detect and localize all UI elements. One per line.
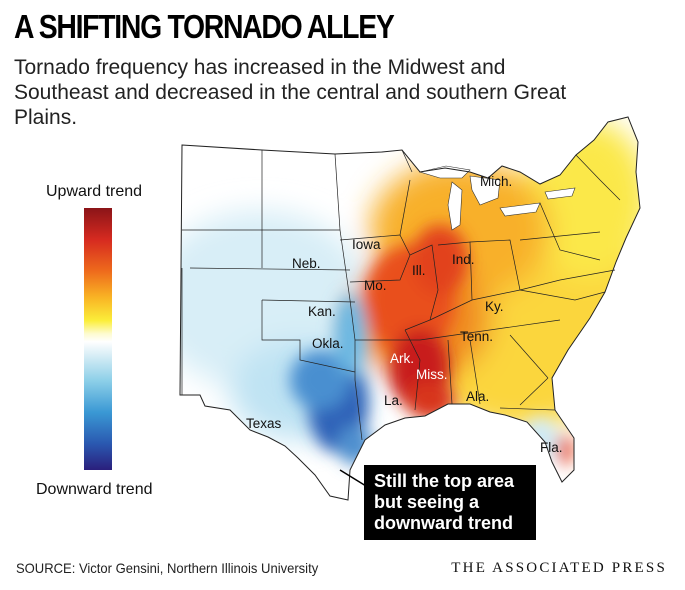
trend-field: [180, 117, 640, 500]
subhead: Tornado frequency has increased in the M…: [14, 56, 567, 129]
great-lakes: [418, 165, 576, 231]
label-miss: Miss.: [416, 367, 448, 382]
source-note: SOURCE: Victor Gensini, Northern Illinoi…: [16, 560, 319, 576]
state-labels: Mich. Iowa Neb. Ill. Ind. Mo. Kan. Ky. T…: [246, 174, 563, 455]
label-ky: Ky.: [485, 299, 504, 314]
legend-color-bar: [84, 208, 112, 470]
label-neb: Neb.: [292, 256, 321, 271]
label-okla: Okla.: [312, 336, 344, 351]
label-mo: Mo.: [364, 278, 387, 293]
label-kan: Kan.: [308, 304, 336, 319]
label-ark: Ark.: [390, 351, 414, 366]
label-tenn: Tenn.: [460, 329, 493, 344]
headline: A SHIFTING TORNADO ALLEY: [14, 8, 395, 45]
callout-pointer: [339, 469, 367, 487]
label-ind: Ind.: [452, 252, 475, 267]
callout-line-2: but seeing a: [374, 492, 480, 512]
callout-line-3: downward trend: [374, 513, 513, 533]
us-outline: [179, 116, 641, 501]
legend-downward-label: Downward trend: [36, 481, 153, 498]
label-ill: Ill.: [412, 263, 426, 278]
state-borders: [181, 149, 621, 441]
label-mich: Mich.: [480, 174, 512, 189]
label-fla: Fla.: [540, 440, 563, 455]
credit-line: THE ASSOCIATED PRESS: [451, 560, 667, 576]
callout-line-1: Still the top area: [374, 471, 515, 491]
label-la: La.: [384, 393, 403, 408]
callout-box: Still the top area but seeing a downward…: [364, 465, 536, 540]
label-ala: Ala.: [466, 389, 489, 404]
label-iowa: Iowa: [352, 237, 381, 252]
legend-upward-label: Upward trend: [46, 183, 143, 200]
label-texas: Texas: [246, 416, 282, 431]
